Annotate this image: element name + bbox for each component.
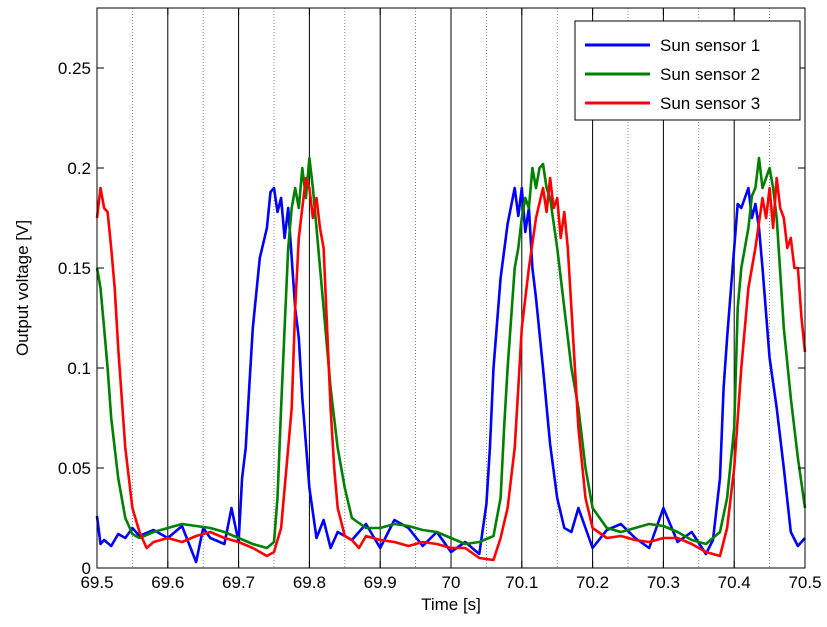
series-line-3 [95,176,807,562]
y-tick-label: 0.25 [58,59,91,78]
x-tick-label: 69.8 [293,573,326,592]
legend: Sun sensor 1 Sun sensor 2 Sun sensor 3 [574,20,801,121]
x-tick-label: 69.6 [151,573,184,592]
series-line-2 [95,156,807,550]
y-tick-label: 0.2 [67,159,91,178]
x-tick-label: 70.3 [647,573,680,592]
y-tick-label: 0 [82,559,91,578]
x-tick-label: 69.9 [364,573,397,592]
y-tick-label: 0.1 [67,359,91,378]
series-line-1 [95,186,806,564]
y-tick-label: 0.05 [58,459,91,478]
x-tick-label: 70.2 [576,573,609,592]
data-series [95,156,807,564]
x-axis-label: Time [s] [421,595,481,614]
legend-label-1: Sun sensor 1 [660,36,760,55]
x-tick-label: 70.5 [788,573,821,592]
tick-labels: 69.5 69.6 69.7 69.8 69.9 70 70.1 70.2 70.3 70.4 70… [58,59,822,592]
y-axis-label: Output voltage [V] [13,220,32,356]
y-tick-label: 0.15 [58,259,91,278]
x-tick-label: 69.7 [222,573,255,592]
x-tick-label: 69.5 [80,573,113,592]
x-tick-label: 70.1 [505,573,538,592]
legend-label-3: Sun sensor 3 [660,94,760,113]
x-tick-label: 70.4 [718,573,751,592]
legend-label-2: Sun sensor 2 [660,65,760,84]
axis-ticks [96,8,806,569]
x-tick-label: 70 [442,573,461,592]
